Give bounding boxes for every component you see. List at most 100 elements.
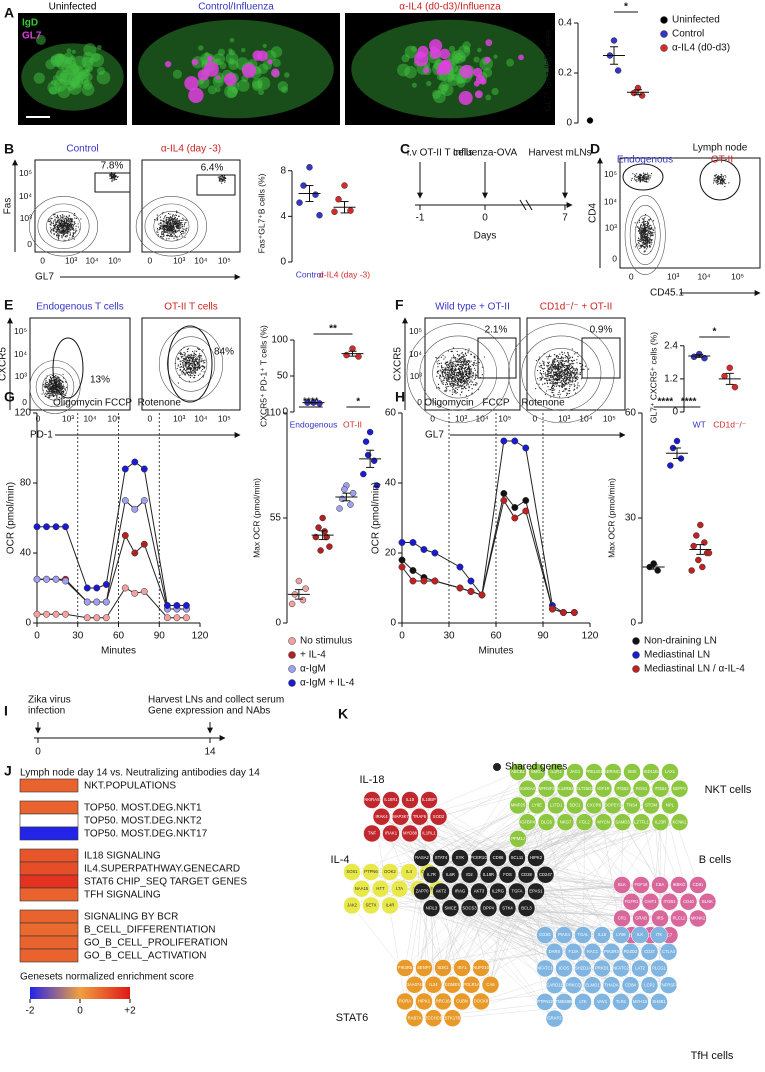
event-dot: [580, 366, 582, 368]
event-dot: [564, 357, 566, 359]
event-dot: [447, 371, 449, 373]
event-dot: [468, 378, 470, 380]
contour: [639, 224, 651, 246]
event-dot: [69, 237, 71, 239]
x-tick-label: 0: [532, 413, 537, 423]
event-dot: [46, 384, 48, 386]
y-axis-label: OCR (pmol/min): [6, 482, 17, 554]
event-dot: [560, 385, 562, 387]
gl7-stain: [241, 63, 257, 78]
event-dot: [62, 224, 64, 227]
gate-label: OT-II: [711, 155, 733, 166]
igd-stain: [257, 76, 271, 90]
event-dot: [642, 234, 645, 236]
event-dot: [569, 367, 572, 370]
event-dot: [553, 360, 555, 363]
event-dot: [461, 379, 463, 381]
network-node: [509, 763, 527, 781]
data-point: [295, 577, 303, 585]
series-point: [52, 523, 60, 531]
event-dot: [554, 371, 557, 374]
event-dot: [563, 352, 566, 354]
event-dot: [718, 177, 721, 179]
y-tick-label: 40: [20, 548, 32, 559]
event-dot: [571, 381, 573, 383]
event-dot: [641, 232, 644, 234]
event-dot: [161, 236, 163, 239]
event-dot: [645, 176, 648, 178]
event-dot: [63, 220, 65, 223]
gl7-stain: [474, 90, 483, 99]
event-dot: [172, 231, 175, 233]
event-dot: [559, 375, 561, 378]
event-dot: [42, 384, 45, 386]
event-dot: [167, 212, 170, 215]
data-point: [299, 596, 307, 604]
event-dot: [558, 391, 560, 394]
event-dot: [588, 368, 590, 370]
event-dot: [724, 174, 726, 177]
event-dot: [552, 392, 554, 394]
igd-stain: [411, 82, 417, 88]
legend-label: + IL-4: [300, 650, 326, 661]
event-dot: [160, 226, 162, 228]
event-dot: [176, 210, 178, 212]
event-dot: [49, 387, 51, 389]
x-tick-label: 60: [490, 631, 502, 642]
legend-marker: [632, 651, 640, 659]
event-dot: [546, 376, 548, 378]
event-dot: [453, 357, 455, 359]
event-dot: [552, 359, 554, 361]
event-dot: [535, 388, 537, 390]
event-dot: [638, 239, 640, 242]
event-dot: [558, 390, 561, 392]
event-dot: [172, 226, 174, 228]
event-dot: [169, 234, 171, 236]
node-label: SMOX: [531, 769, 544, 774]
event-dot: [56, 215, 59, 218]
x-tick-label: 90: [537, 631, 549, 642]
event-dot: [224, 177, 226, 179]
event-dot: [191, 365, 194, 367]
event-dot: [470, 365, 472, 368]
gl7-stain: [440, 59, 452, 71]
event-dot: [190, 368, 193, 370]
data-point: [690, 542, 697, 550]
event-dot: [644, 216, 646, 218]
event-dot: [715, 176, 717, 178]
event-dot: [185, 221, 187, 224]
event-dot: [444, 356, 446, 358]
event-dot: [68, 227, 70, 229]
contour: [174, 345, 208, 383]
event-dot: [465, 381, 467, 383]
event-dot: [61, 214, 64, 216]
data-point: [705, 549, 713, 557]
event-dot: [53, 220, 55, 222]
event-dot: [461, 352, 464, 354]
event-dot: [169, 222, 171, 224]
event-dot: [636, 176, 638, 178]
panel-letter: C: [400, 141, 410, 157]
event-dot: [183, 225, 185, 227]
event-dot: [171, 230, 173, 233]
event-dot: [544, 382, 546, 384]
event-dot: [576, 359, 578, 361]
event-dot: [69, 227, 71, 229]
event-dot: [72, 221, 74, 223]
event-dot: [465, 363, 467, 365]
event-dot: [184, 354, 186, 356]
y-tick-label: 100: [271, 335, 288, 346]
event-dot: [558, 376, 560, 379]
x-tick-label: 0: [399, 631, 405, 642]
x-tick-label: 90: [154, 631, 166, 642]
event-dot: [182, 230, 184, 233]
event-dot: [471, 392, 473, 394]
event-dot: [441, 368, 444, 370]
event-dot: [551, 387, 554, 389]
event-dot: [576, 384, 579, 386]
event-dot: [551, 376, 553, 378]
event-dot: [164, 228, 167, 231]
event-dot: [177, 357, 179, 359]
event-dot: [454, 358, 457, 360]
contour: [144, 203, 199, 249]
